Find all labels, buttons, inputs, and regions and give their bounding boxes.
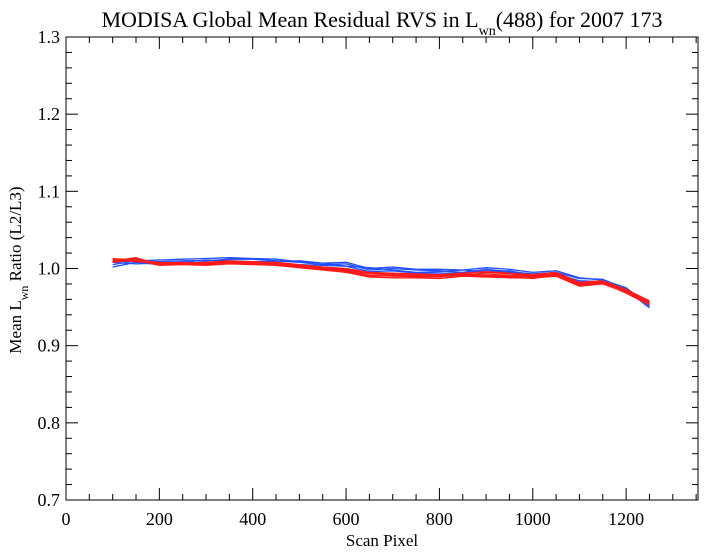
x-tick-label: 0 xyxy=(62,509,71,529)
chart-title: MODISA Global Mean Residual RVS in Lwn(4… xyxy=(101,7,662,39)
x-tick-label: 400 xyxy=(239,509,266,529)
y-tick-label: 0.7 xyxy=(38,490,61,510)
data-series-group xyxy=(112,257,650,309)
axes: 0 200 400 600 800 1000 1200 0.7 0.8 0.9 1.0 1.1 1.2 1… xyxy=(38,27,699,529)
x-axis-label: Scan Pixel xyxy=(346,531,419,550)
y-tick-label: 1.2 xyxy=(38,104,61,124)
series-line-red xyxy=(112,257,650,306)
y-tick-label: 1.0 xyxy=(38,259,61,279)
x-tick-label: 800 xyxy=(426,509,453,529)
series-line-red xyxy=(112,259,650,304)
series-line-blue xyxy=(112,258,650,307)
y-tick-label: 1.3 xyxy=(38,27,61,47)
y-axis-label: Mean Lwn Ratio (L2/L3) xyxy=(6,186,31,353)
x-tick-label: 1000 xyxy=(515,509,551,529)
series-line-red xyxy=(112,257,650,302)
series-line-blue xyxy=(112,257,650,307)
y-tick-label: 1.1 xyxy=(38,181,61,201)
x-tick-label: 600 xyxy=(333,509,360,529)
y-tick-label: 0.9 xyxy=(38,336,61,356)
series-line-red xyxy=(112,259,650,305)
x-tick-label: 1200 xyxy=(608,509,644,529)
x-tick-label: 200 xyxy=(146,509,173,529)
y-tick-label: 0.8 xyxy=(38,413,61,433)
